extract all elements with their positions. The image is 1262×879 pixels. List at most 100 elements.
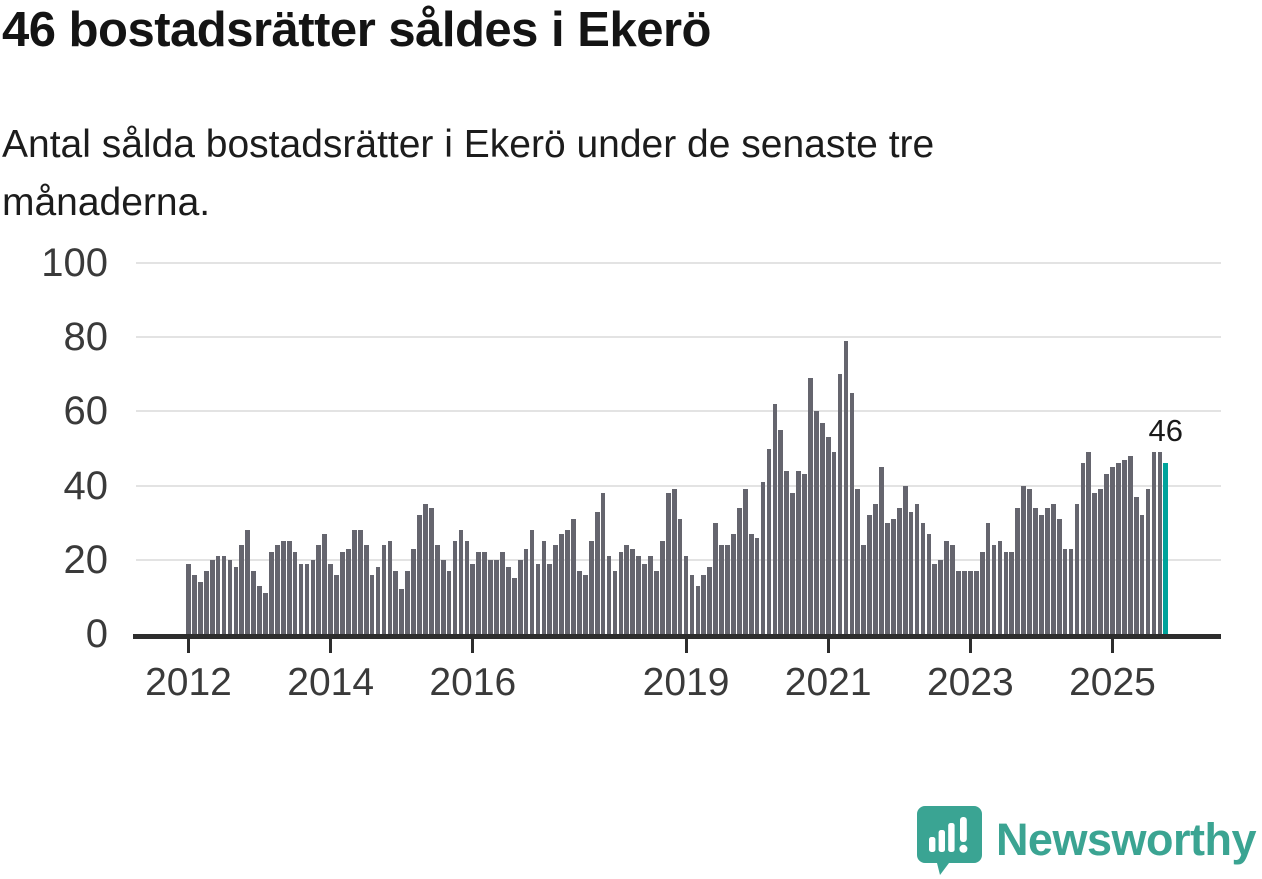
bar <box>1074 504 1080 634</box>
bar <box>855 489 861 634</box>
bar <box>571 518 576 634</box>
bar <box>529 530 535 634</box>
bar <box>606 556 612 634</box>
bar <box>642 563 647 634</box>
bar <box>991 544 997 634</box>
bar <box>967 570 973 634</box>
bar <box>624 544 630 634</box>
bar <box>304 563 310 634</box>
bar <box>713 522 718 634</box>
x-axis-tick <box>826 639 830 653</box>
bar <box>754 537 760 634</box>
bar <box>926 533 932 634</box>
bar <box>873 504 878 634</box>
bar <box>488 559 493 634</box>
bar <box>588 541 594 634</box>
bar <box>1039 515 1044 634</box>
bar <box>784 470 790 634</box>
bar <box>458 530 464 634</box>
x-axis-label: 2021 <box>784 661 872 704</box>
bar <box>334 574 339 634</box>
bar <box>1015 507 1021 634</box>
bar <box>387 541 393 634</box>
bar <box>1139 515 1145 634</box>
bar <box>772 403 778 634</box>
bar <box>1021 485 1026 634</box>
bar <box>1068 548 1074 634</box>
bar <box>902 485 908 634</box>
y-axis-label: 20 <box>63 537 109 582</box>
bar <box>819 422 825 634</box>
bar <box>1044 507 1050 634</box>
bar <box>659 541 665 634</box>
bar <box>973 570 979 634</box>
x-axis-label: 2025 <box>1069 661 1156 704</box>
bar <box>896 507 902 634</box>
newsworthy-logo: Newsworthy <box>916 804 1257 876</box>
bar <box>452 541 458 634</box>
bar <box>197 582 203 634</box>
bar <box>1104 474 1109 634</box>
newsworthy-logo-text: Newsworthy <box>995 814 1257 865</box>
bar <box>1033 507 1038 634</box>
bar <box>825 437 831 634</box>
bar <box>1110 467 1115 634</box>
bar <box>778 429 784 634</box>
bar <box>1098 489 1103 634</box>
x-axis-tick <box>471 639 475 653</box>
bar <box>582 574 588 634</box>
bar <box>565 530 570 634</box>
bar <box>630 548 636 634</box>
bar <box>476 552 482 634</box>
bar <box>1127 455 1133 634</box>
bar <box>1056 518 1062 634</box>
bar <box>1062 548 1068 634</box>
bar <box>405 570 410 634</box>
bar <box>790 493 795 634</box>
x-axis-line <box>133 634 1221 639</box>
bar <box>731 533 736 634</box>
x-axis-label: 2014 <box>287 661 375 704</box>
bar <box>428 507 434 634</box>
bar <box>186 563 191 634</box>
bar <box>962 570 967 634</box>
bar <box>932 563 938 634</box>
bar <box>695 585 701 634</box>
bar <box>618 552 624 634</box>
chart-subtitle: Antal sålda bostadsrätter i Ekerö under … <box>2 123 935 224</box>
bar <box>648 556 653 634</box>
bar <box>399 589 405 634</box>
bar <box>541 541 547 634</box>
x-axis-tick <box>968 639 972 653</box>
bar <box>665 493 671 634</box>
x-axis-label: 2019 <box>642 661 730 704</box>
bar <box>654 570 659 634</box>
bar <box>1092 493 1098 634</box>
bar <box>393 570 399 634</box>
bar <box>867 515 872 634</box>
bar <box>535 563 541 634</box>
bar <box>719 544 724 634</box>
bar <box>221 556 227 634</box>
bar <box>423 504 428 634</box>
bar <box>263 593 268 634</box>
bar <box>280 541 286 634</box>
bar <box>494 559 499 634</box>
bar <box>464 541 470 634</box>
bar <box>245 530 251 634</box>
bar <box>997 541 1003 634</box>
bar-highlighted <box>1163 463 1169 634</box>
bar <box>914 504 920 634</box>
bar <box>292 552 298 634</box>
bar <box>1086 452 1092 634</box>
gridline <box>136 262 1221 264</box>
bar <box>1009 552 1015 634</box>
bar <box>849 392 855 634</box>
bar <box>677 518 683 634</box>
bar <box>346 548 351 634</box>
bar <box>1133 496 1139 634</box>
bar <box>1027 489 1032 634</box>
bar <box>594 511 600 634</box>
bar <box>944 541 949 634</box>
